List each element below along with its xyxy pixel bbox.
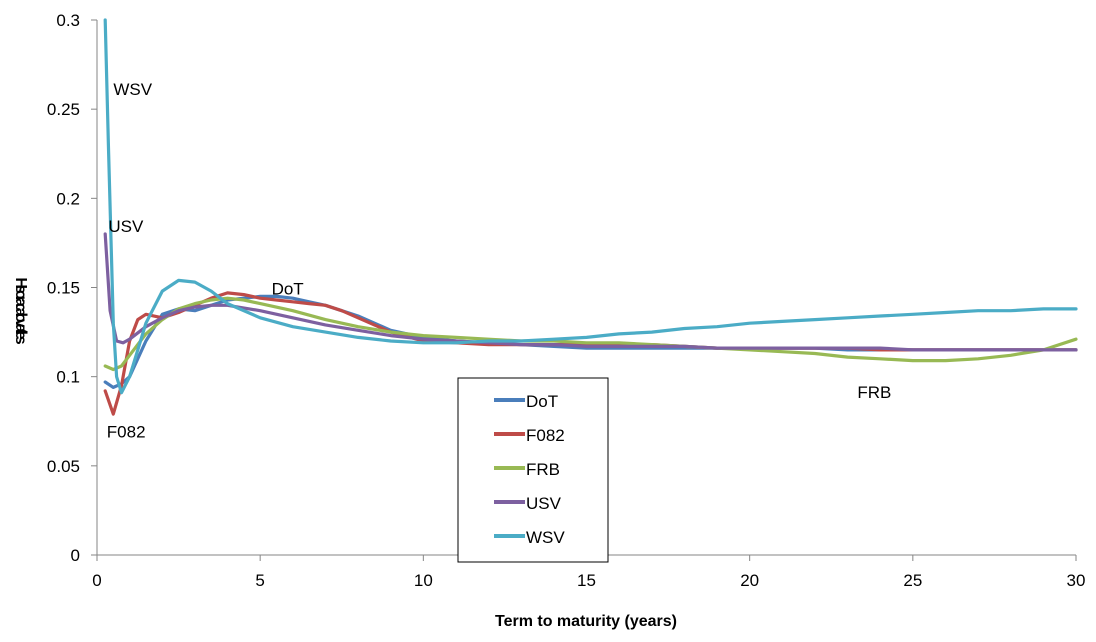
y-tick-label: 0.15 (47, 279, 80, 298)
legend-label-f082: F082 (526, 426, 565, 445)
x-tick-label: 20 (740, 571, 759, 590)
annotation-frb: FRB (857, 383, 891, 402)
legend: DoT F082 FRB USV WSV (457, 377, 609, 563)
x-tick-label: 0 (92, 571, 101, 590)
legend-label-wsv: WSV (526, 528, 565, 547)
y-tick-label: 0.3 (56, 11, 80, 30)
annotation-usv: USV (108, 217, 144, 236)
series-annotations: WSV USV DoT F082 FRB (107, 80, 892, 441)
x-tick-label: 30 (1067, 571, 1086, 590)
series-line-wsv (103, 18, 1078, 395)
x-axis-ticks: 0 5 10 15 20 25 30 (92, 555, 1085, 590)
series-lines (103, 18, 1078, 416)
series-line-frb (103, 296, 1078, 372)
x-tick-label: 25 (903, 571, 922, 590)
legend-box (457, 377, 609, 563)
series-line-usv (103, 232, 1078, 352)
legend-label-frb: FRB (526, 460, 560, 479)
annotation-f082: F082 (107, 422, 146, 441)
y-tick-label: 0.1 (56, 368, 80, 387)
y-tick-label: 0 (71, 546, 80, 565)
legend-label-usv: USV (526, 494, 562, 513)
x-tick-label: 5 (255, 571, 264, 590)
x-axis-title: Term to maturity (years) (495, 613, 677, 630)
y-tick-label: 0.05 (47, 457, 80, 476)
annotation-wsv: WSV (113, 80, 152, 99)
x-tick-label: 10 (414, 571, 433, 590)
x-tick-label: 15 (577, 571, 596, 590)
y-tick-label: 0.2 (56, 189, 80, 208)
y-tick-label: 0.25 (47, 100, 80, 119)
annotation-dot: DoT (272, 280, 304, 299)
legend-label-dot: DoT (526, 392, 558, 411)
y-axis-title: Hsoracalovatiles (12, 277, 29, 344)
y-axis-ticks: 0 0.05 0.1 0.15 0.2 0.25 0.3 (47, 11, 97, 565)
